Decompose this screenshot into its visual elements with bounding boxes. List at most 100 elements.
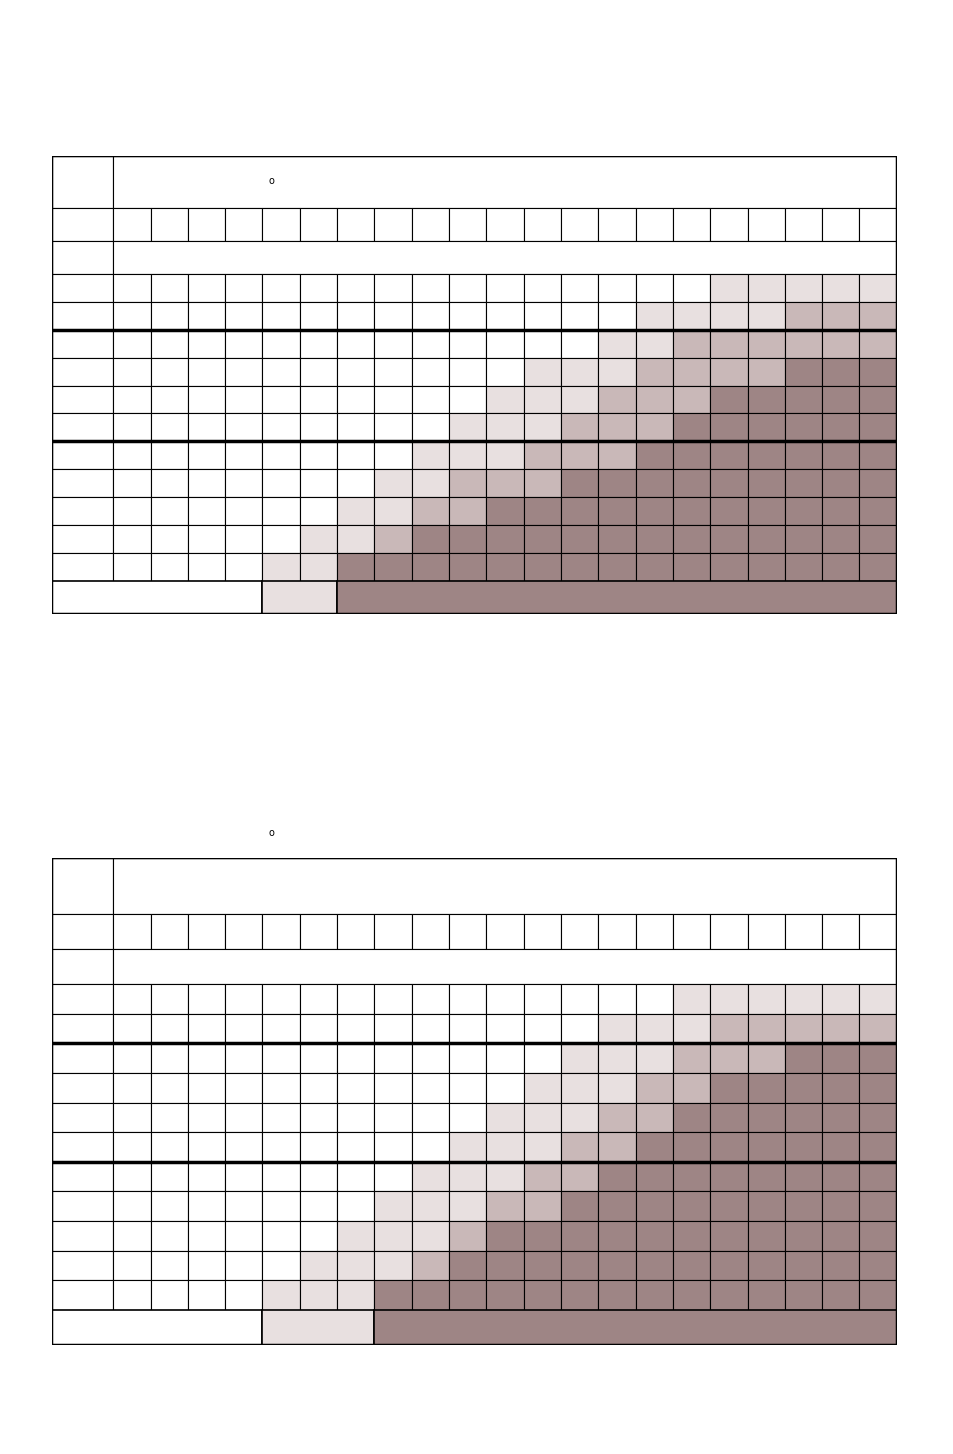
Bar	[672, 1162, 709, 1191]
Bar	[151, 1044, 188, 1073]
Bar	[151, 385, 188, 413]
Bar	[151, 1250, 188, 1281]
Bar	[412, 442, 449, 470]
Bar	[151, 915, 188, 949]
Bar	[747, 915, 784, 949]
Bar	[412, 1073, 449, 1102]
Bar	[225, 1102, 262, 1133]
Bar	[635, 915, 672, 949]
Bar	[262, 497, 299, 525]
Bar	[188, 1133, 225, 1162]
Bar	[486, 553, 523, 580]
Bar	[709, 275, 747, 302]
Bar	[523, 385, 560, 413]
Bar	[560, 442, 598, 470]
Bar	[188, 1102, 225, 1133]
Bar	[374, 497, 412, 525]
Bar	[859, 330, 896, 358]
Bar	[374, 442, 412, 470]
Bar	[784, 442, 821, 470]
Bar	[299, 1133, 336, 1162]
Bar	[52, 413, 113, 442]
Bar	[523, 525, 560, 553]
Bar	[374, 915, 412, 949]
Bar	[523, 915, 560, 949]
Bar	[821, 442, 859, 470]
Bar	[859, 497, 896, 525]
Bar	[336, 1073, 374, 1102]
Bar	[560, 915, 598, 949]
Bar	[635, 1191, 672, 1221]
Bar	[523, 497, 560, 525]
Bar	[598, 525, 635, 553]
Bar	[859, 1191, 896, 1221]
Bar	[412, 497, 449, 525]
Bar	[299, 1221, 336, 1250]
Bar	[374, 208, 412, 241]
Bar	[486, 1250, 523, 1281]
Bar	[412, 470, 449, 497]
Bar	[859, 984, 896, 1013]
Bar	[336, 553, 374, 580]
Bar	[635, 208, 672, 241]
Bar	[188, 1191, 225, 1221]
Bar	[412, 553, 449, 580]
Bar	[784, 385, 821, 413]
Bar	[188, 330, 225, 358]
Bar	[859, 358, 896, 385]
Bar	[486, 1102, 523, 1133]
Bar	[449, 1162, 486, 1191]
Bar	[52, 553, 113, 580]
Bar	[486, 1191, 523, 1221]
Bar	[151, 984, 188, 1013]
Bar	[151, 208, 188, 241]
Bar	[560, 1281, 598, 1310]
Bar	[523, 358, 560, 385]
Bar	[672, 1102, 709, 1133]
Bar	[598, 1133, 635, 1162]
Bar	[52, 915, 113, 949]
Bar	[859, 1102, 896, 1133]
Bar	[560, 1221, 598, 1250]
Bar	[52, 1102, 113, 1133]
Bar	[188, 1073, 225, 1102]
Bar	[784, 553, 821, 580]
Bar	[709, 1250, 747, 1281]
Bar	[336, 915, 374, 949]
Bar	[188, 1221, 225, 1250]
Bar	[784, 330, 821, 358]
Bar	[747, 385, 784, 413]
Bar	[560, 302, 598, 330]
Bar	[598, 1162, 635, 1191]
Bar	[859, 1013, 896, 1044]
Bar	[151, 302, 188, 330]
Text: o: o	[269, 827, 274, 838]
Bar	[113, 553, 151, 580]
Bar	[151, 1221, 188, 1250]
Bar	[821, 470, 859, 497]
Bar	[299, 1191, 336, 1221]
Bar	[374, 1281, 412, 1310]
Bar	[635, 470, 672, 497]
Bar	[747, 442, 784, 470]
Bar	[523, 1013, 560, 1044]
Bar	[859, 1133, 896, 1162]
Bar	[635, 1250, 672, 1281]
Bar	[523, 1073, 560, 1102]
Bar	[560, 1013, 598, 1044]
Bar	[262, 330, 299, 358]
Bar	[784, 1073, 821, 1102]
Bar	[374, 984, 412, 1013]
Bar	[374, 330, 412, 358]
Bar	[449, 385, 486, 413]
Bar	[374, 470, 412, 497]
Bar	[672, 1133, 709, 1162]
Bar	[672, 1073, 709, 1102]
Bar	[113, 330, 151, 358]
Bar	[262, 1162, 299, 1191]
Bar	[523, 275, 560, 302]
Bar	[374, 1073, 412, 1102]
Bar	[336, 1281, 374, 1310]
Bar	[635, 330, 672, 358]
Bar	[449, 442, 486, 470]
